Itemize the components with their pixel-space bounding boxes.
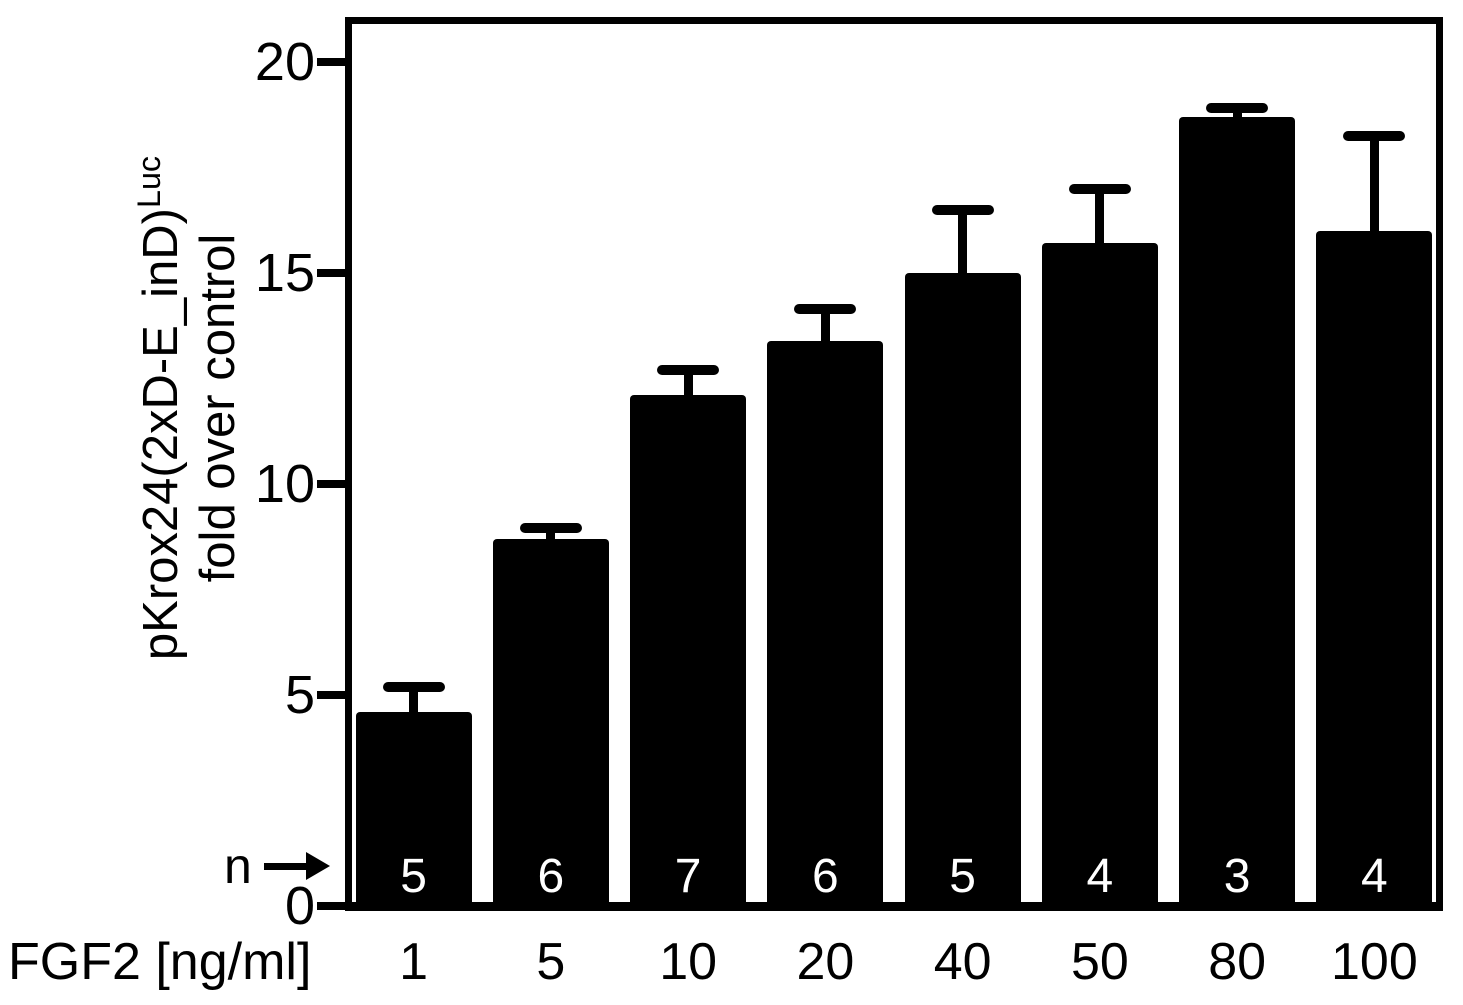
error-bar-cap [794, 303, 857, 314]
bar-n-label: 6 [812, 849, 839, 903]
bar: 4 [1041, 243, 1158, 909]
bar-n-label: 4 [1361, 849, 1388, 903]
y-tick [317, 902, 345, 910]
bar: 4 [1316, 230, 1433, 909]
error-bar-cap [382, 681, 445, 692]
error-bar-stem [958, 209, 968, 289]
bar-n-label: 4 [1086, 849, 1114, 903]
x-tick-label: 1 [399, 933, 429, 991]
y-tick [317, 691, 345, 699]
plot-area [345, 17, 1443, 911]
x-tick-label: 100 [1330, 933, 1418, 991]
x-tick-label: 80 [1208, 933, 1267, 991]
error-bar-stem [1369, 135, 1379, 247]
y-tick [317, 58, 345, 66]
bar-n-label: 6 [537, 849, 565, 903]
error-bar-cap [1343, 130, 1406, 141]
error-bar-stem [1095, 188, 1105, 260]
error-bar-cap [931, 204, 994, 215]
bar-n-label: 5 [949, 850, 976, 903]
y-tick-label: 10 [254, 454, 315, 514]
bar-n-label: 3 [1223, 849, 1251, 903]
bar: 3 [1179, 116, 1296, 909]
error-bar-stem [683, 370, 693, 412]
y-axis-title: pKrox24(2xD-E_inD)Luc fold over control [121, 156, 247, 660]
error-bar-cap [1068, 183, 1131, 194]
y-tick-label: 15 [254, 243, 315, 303]
x-tick-label: 10 [659, 933, 718, 991]
n-arrow-icon [263, 852, 330, 880]
bar: 5 [904, 273, 1021, 909]
error-bar-cap [657, 365, 720, 376]
y-axis-title-line1: pKrox24(2xD-E_inD)Luc [130, 155, 189, 661]
n-marker-label: n [224, 838, 252, 894]
y-axis-title-superscript: Luc [130, 155, 167, 209]
y-tick [317, 269, 345, 277]
x-tick-label: 5 [536, 933, 566, 991]
n-marker: n [224, 840, 330, 892]
error-bar-cap [1206, 103, 1269, 114]
y-tick-label: 0 [284, 876, 315, 936]
bar: 6 [492, 538, 609, 909]
error-bar-stem [409, 686, 419, 728]
bar-n-label: 7 [674, 849, 702, 903]
error-bar-cap [519, 523, 582, 534]
y-tick-label: 5 [284, 665, 315, 725]
bar: 7 [630, 395, 747, 909]
x-axis-title: FGF2 [ng/ml] [8, 933, 312, 991]
bar: 5 [355, 711, 472, 909]
bar-n-label: 5 [400, 849, 427, 903]
y-axis-title-line2: fold over control [191, 233, 246, 583]
y-tick-label: 20 [254, 32, 315, 92]
x-tick-label: 20 [796, 933, 855, 991]
bar: 6 [767, 340, 884, 909]
x-tick-label: 50 [1070, 933, 1129, 991]
error-bar-stem [820, 308, 830, 357]
x-tick-label: 40 [933, 933, 992, 991]
y-tick [317, 480, 345, 488]
